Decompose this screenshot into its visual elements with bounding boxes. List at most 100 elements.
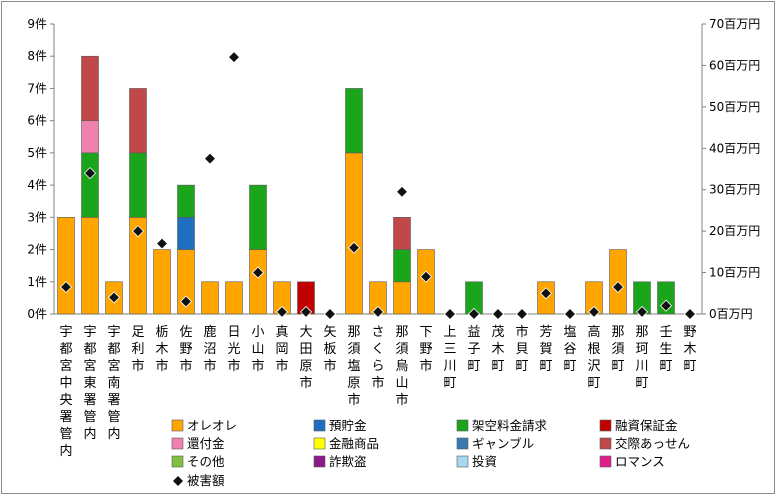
damage-marker bbox=[563, 307, 577, 321]
category-label: 芳賀町 bbox=[539, 325, 552, 374]
damage-marker bbox=[275, 305, 289, 318]
left-tick-label: 8件 bbox=[27, 49, 47, 63]
category-label: 益子町 bbox=[467, 325, 480, 374]
category-label: 壬生町 bbox=[659, 325, 672, 374]
right-tick-label: 10百万円 bbox=[709, 266, 760, 280]
legend-marker bbox=[173, 476, 183, 486]
bar-segment bbox=[81, 55, 99, 121]
right-tick-label: 0百万円 bbox=[709, 307, 753, 321]
left-tick-label: 7件 bbox=[27, 81, 47, 95]
category-label: 矢板市 bbox=[323, 325, 336, 374]
category-label: 栃木市 bbox=[155, 325, 168, 374]
category-label: 塩谷町 bbox=[563, 325, 576, 374]
damage-marker bbox=[539, 287, 553, 300]
legend-label: 預貯金 bbox=[329, 418, 367, 433]
legend-label: 交際あっせん bbox=[615, 436, 690, 451]
left-tick-label: 4件 bbox=[27, 178, 47, 192]
damage-marker bbox=[371, 305, 385, 318]
bar-segment bbox=[225, 281, 243, 315]
legend-swatch bbox=[456, 419, 469, 432]
right-tick-label: 60百万円 bbox=[709, 58, 760, 72]
category-label: 那須塩原市 bbox=[347, 325, 360, 408]
legend-label: 被害額 bbox=[187, 473, 225, 488]
legend-label: ギャンブル bbox=[472, 436, 534, 451]
category-label: 宇都宮南署管内 bbox=[107, 325, 120, 442]
category-label: 佐野市 bbox=[179, 325, 192, 374]
bar-segment bbox=[393, 249, 411, 283]
right-tick-label: 50百万円 bbox=[709, 100, 760, 114]
bar-segment bbox=[129, 152, 147, 218]
legend-swatch bbox=[171, 437, 184, 450]
left-tick-label: 2件 bbox=[27, 243, 47, 257]
category-label: 宇都宮中央署管内 bbox=[59, 325, 72, 459]
category-label: 高根沢町 bbox=[587, 324, 600, 391]
damage-marker bbox=[683, 307, 697, 321]
legend-label: 金融商品 bbox=[329, 436, 379, 451]
category-label: 市貝町 bbox=[515, 324, 528, 374]
category-label: 宇都宮東署管内 bbox=[83, 325, 96, 442]
category-label: 上三川町 bbox=[443, 325, 456, 391]
legend-swatch bbox=[313, 419, 326, 432]
legend-label: ロマンス bbox=[615, 454, 665, 469]
bar-segment bbox=[57, 217, 75, 315]
bar-segment bbox=[345, 88, 363, 154]
right-tick-label: 30百万円 bbox=[709, 183, 760, 197]
category-label: さくら市 bbox=[371, 325, 384, 391]
legend-swatch bbox=[456, 455, 469, 468]
category-label: 下野市 bbox=[419, 325, 432, 374]
bar-segment bbox=[81, 152, 99, 218]
bar-segment bbox=[153, 249, 171, 315]
category-label: 那珂川町 bbox=[635, 325, 648, 391]
bar-segment bbox=[201, 281, 219, 315]
legend-label: 架空料金請求 bbox=[472, 418, 548, 433]
damage-marker bbox=[443, 307, 457, 321]
category-label: 大田原市 bbox=[299, 325, 312, 391]
damage-marker bbox=[587, 305, 601, 318]
category-label: 小山市 bbox=[251, 325, 264, 374]
legend-swatch bbox=[599, 455, 612, 468]
legend-label: その他 bbox=[187, 454, 225, 469]
damage-marker bbox=[395, 185, 409, 198]
legend-swatch bbox=[171, 455, 184, 468]
damage-marker bbox=[59, 281, 73, 294]
damage-marker bbox=[131, 225, 145, 238]
damage-marker bbox=[323, 307, 337, 321]
legend-swatch bbox=[599, 419, 612, 432]
left-tick-label: 0件 bbox=[27, 307, 47, 321]
legend-label: 還付金 bbox=[187, 436, 225, 451]
legend-swatch bbox=[171, 419, 184, 432]
damage-marker bbox=[611, 281, 625, 294]
bar-segment bbox=[249, 184, 267, 250]
damage-marker bbox=[155, 237, 169, 250]
damage-marker bbox=[491, 307, 505, 321]
damage-marker bbox=[635, 305, 649, 318]
damage-marker bbox=[299, 305, 313, 318]
bar-segment bbox=[393, 217, 411, 250]
damage-marker bbox=[203, 152, 217, 165]
damage-marker bbox=[107, 291, 121, 304]
bar-segment bbox=[393, 281, 411, 315]
damage-marker bbox=[347, 241, 361, 254]
bar-segment bbox=[81, 217, 99, 315]
damage-marker bbox=[659, 299, 673, 312]
damage-marker bbox=[515, 307, 529, 321]
right-tick-label: 40百万円 bbox=[709, 141, 760, 155]
damage-marker bbox=[251, 266, 265, 279]
legend-label: 融資保証金 bbox=[615, 418, 678, 433]
legend-swatch bbox=[313, 437, 326, 450]
bar-segment bbox=[129, 88, 147, 154]
legend-swatch bbox=[313, 455, 326, 468]
category-label: 真岡市 bbox=[275, 325, 288, 374]
legend-swatch bbox=[456, 437, 469, 450]
category-label: 足利市 bbox=[131, 325, 144, 374]
bar-segment bbox=[177, 217, 195, 250]
right-tick-label: 20百万円 bbox=[709, 224, 760, 238]
damage-marker bbox=[419, 270, 433, 283]
category-label: 鹿沼市 bbox=[203, 324, 216, 374]
left-tick-label: 5件 bbox=[27, 146, 47, 160]
left-tick-label: 1件 bbox=[27, 275, 47, 289]
category-label: 那須烏山市 bbox=[395, 325, 408, 408]
damage-marker bbox=[227, 51, 241, 64]
